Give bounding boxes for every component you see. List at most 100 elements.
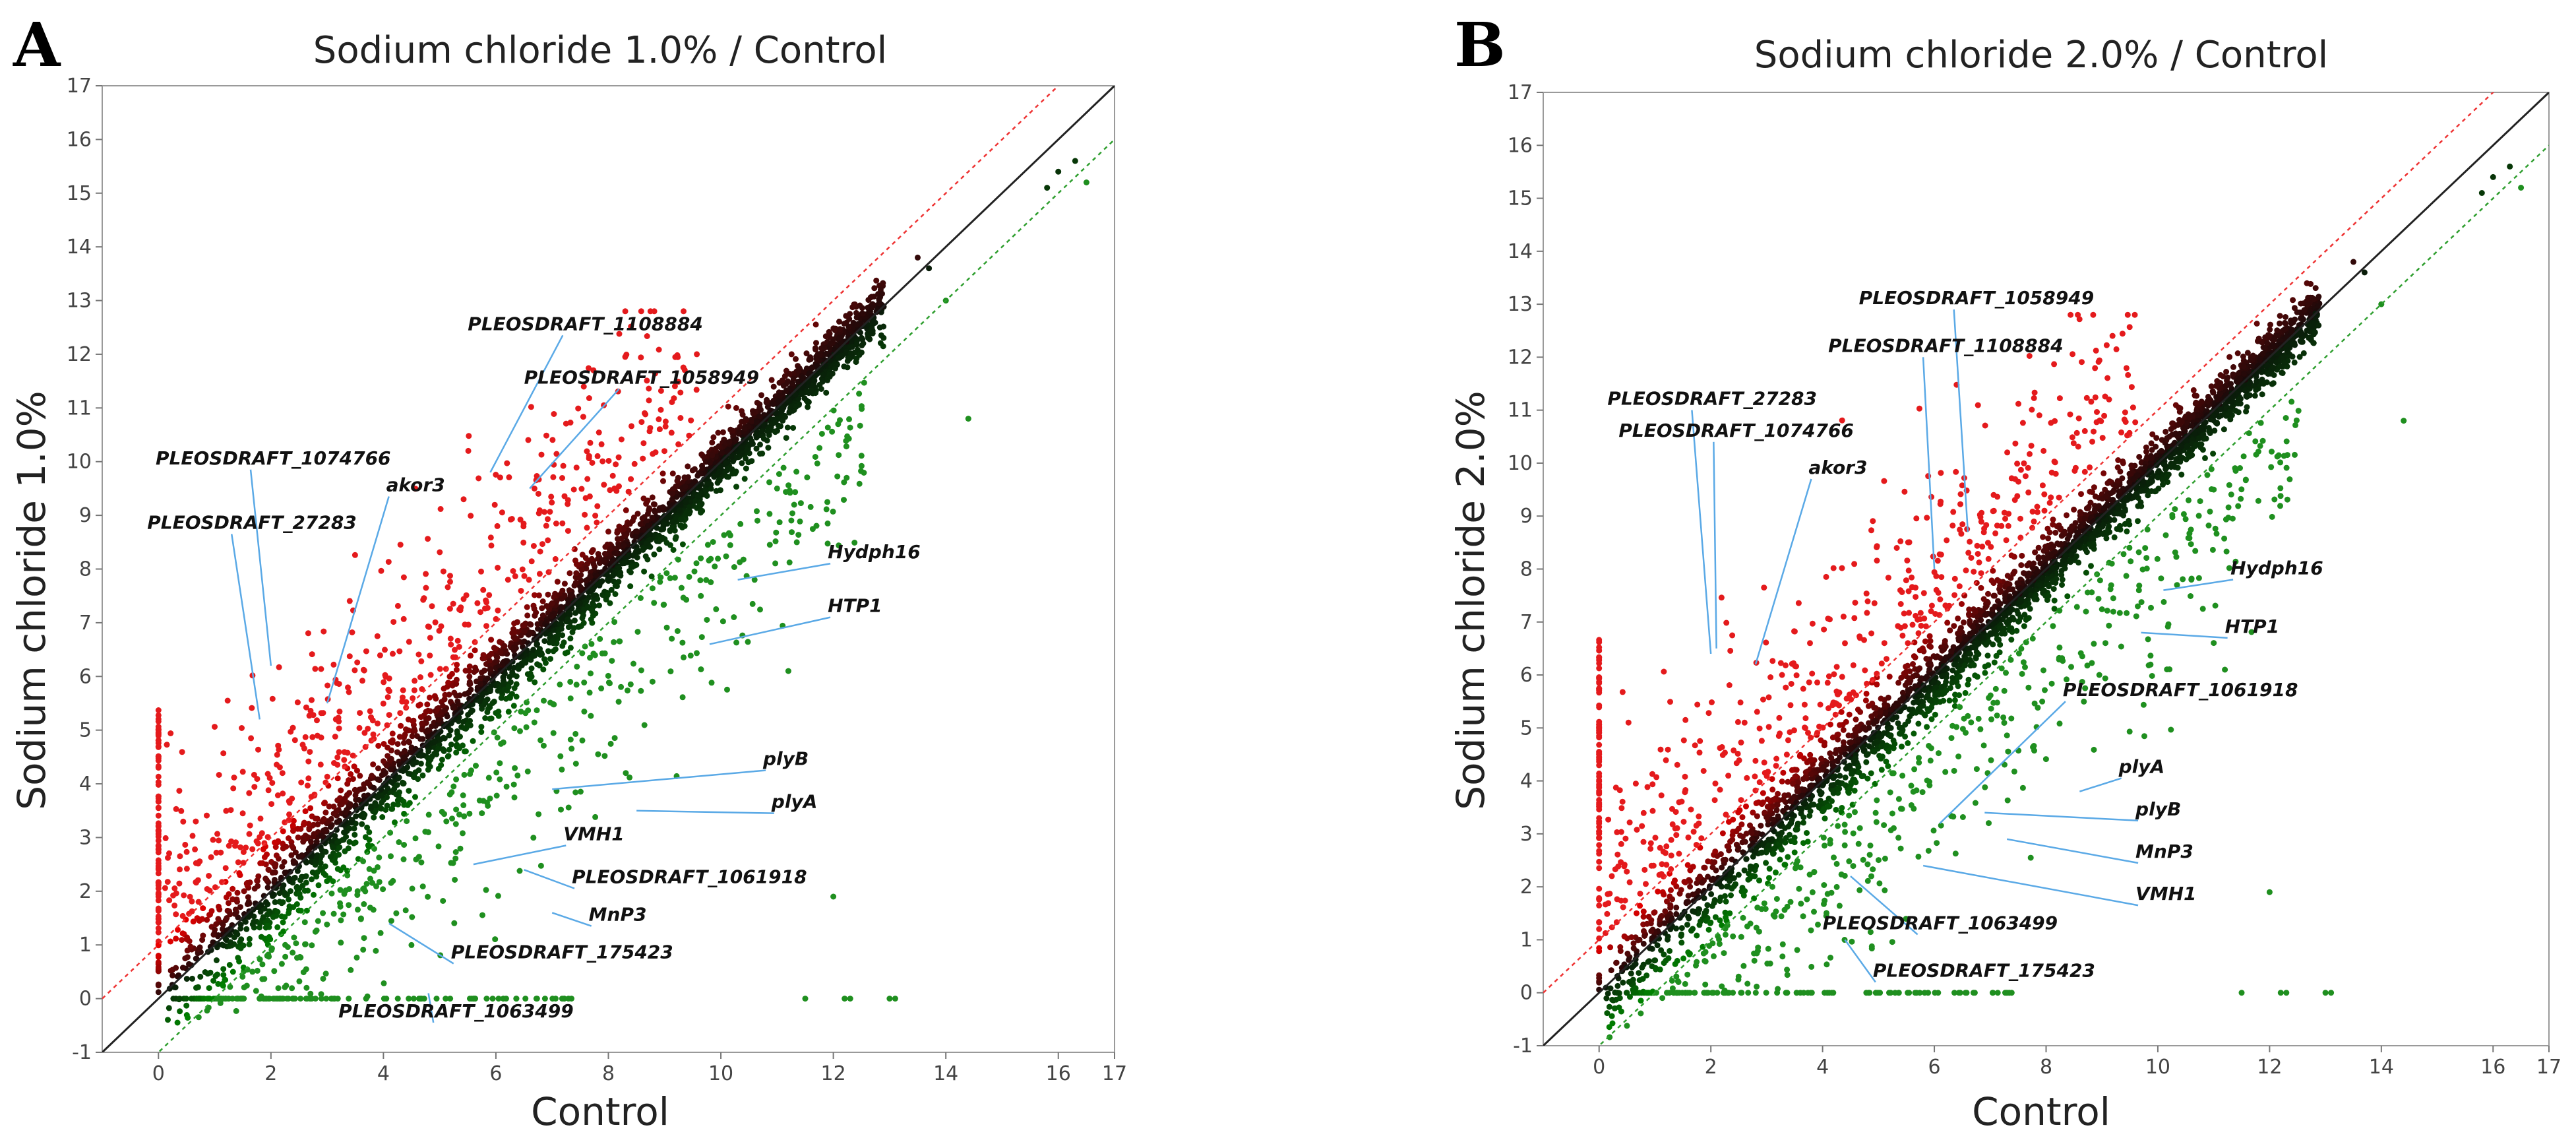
data-point	[435, 843, 442, 850]
data-point	[272, 839, 278, 846]
data-point	[351, 763, 357, 770]
data-point	[385, 686, 392, 693]
x-tick-label: 17	[1102, 1062, 1127, 1085]
annotation-leader-line	[551, 912, 592, 927]
data-point	[173, 936, 179, 942]
data-point	[348, 967, 354, 973]
data-point	[746, 441, 752, 448]
data-point	[768, 377, 775, 383]
data-point	[630, 552, 636, 559]
data-point	[237, 904, 243, 910]
data-point	[524, 604, 530, 610]
data-point	[155, 964, 162, 971]
data-point	[859, 310, 866, 317]
data-point	[627, 681, 634, 687]
data-point	[426, 623, 433, 630]
data-point	[400, 856, 407, 862]
data-point	[543, 432, 549, 439]
data-point	[255, 746, 261, 753]
data-point	[589, 460, 596, 466]
data-point	[195, 984, 201, 990]
data-point	[361, 730, 368, 736]
data-point	[440, 703, 446, 709]
data-point	[280, 790, 286, 797]
data-point	[836, 542, 842, 549]
data-point	[1607, 944, 1614, 951]
data-point	[195, 1014, 202, 1021]
data-point	[418, 859, 425, 866]
data-point	[697, 577, 704, 584]
data-point	[352, 792, 359, 798]
data-point	[435, 716, 442, 723]
data-point	[278, 961, 285, 967]
data-point	[465, 447, 472, 454]
data-point	[574, 663, 580, 670]
data-point	[376, 879, 383, 885]
data-point	[528, 558, 535, 565]
data-point	[2271, 372, 2277, 378]
data-point	[303, 879, 309, 886]
data-point	[512, 765, 518, 771]
data-point	[350, 776, 356, 782]
data-point	[669, 496, 675, 503]
data-point	[411, 726, 417, 732]
data-point	[567, 645, 574, 651]
data-point	[1698, 835, 1705, 842]
data-point	[698, 634, 705, 641]
data-point	[524, 699, 530, 706]
x-tick-label: 6	[489, 1062, 502, 1085]
data-point	[472, 647, 478, 654]
panel-b-points	[1596, 163, 2525, 1040]
data-point	[223, 808, 230, 814]
data-point	[324, 682, 331, 689]
data-point	[447, 996, 454, 1002]
data-point	[601, 550, 608, 557]
data-point	[1669, 978, 1675, 984]
data-point	[310, 833, 317, 840]
data-point	[698, 666, 704, 672]
data-point	[437, 549, 443, 556]
data-point	[751, 577, 758, 583]
data-point	[876, 300, 882, 307]
data-point	[539, 605, 545, 612]
data-point	[440, 568, 446, 575]
data-point	[618, 684, 625, 690]
data-point	[334, 775, 341, 782]
data-point	[871, 317, 876, 324]
data-point	[368, 714, 374, 720]
data-point	[683, 596, 690, 603]
data-point	[281, 889, 288, 896]
data-point	[301, 887, 308, 894]
data-point	[568, 592, 574, 598]
data-point	[669, 470, 676, 477]
data-point	[280, 845, 286, 852]
data-point	[448, 742, 454, 748]
data-point	[354, 767, 360, 774]
data-point	[631, 461, 638, 467]
data-point	[793, 468, 800, 475]
data-point	[1651, 957, 1658, 964]
data-point	[313, 854, 320, 860]
data-point	[764, 428, 771, 435]
data-point	[457, 845, 464, 852]
data-point	[587, 573, 594, 579]
data-point	[627, 569, 634, 575]
data-point	[286, 910, 291, 916]
data-point	[511, 794, 518, 801]
data-point	[389, 730, 396, 737]
data-point	[681, 654, 687, 660]
data-point	[601, 557, 607, 564]
data-point	[532, 679, 538, 685]
data-point	[247, 822, 253, 829]
data-point	[522, 659, 529, 666]
data-point	[557, 753, 564, 759]
data-point	[559, 632, 566, 639]
data-point	[830, 893, 837, 900]
data-point	[224, 697, 231, 704]
data-point	[661, 601, 667, 608]
data-point	[305, 775, 312, 782]
data-point	[527, 670, 534, 677]
data-point	[226, 843, 232, 849]
data-point	[348, 771, 354, 777]
data-point	[381, 679, 387, 685]
